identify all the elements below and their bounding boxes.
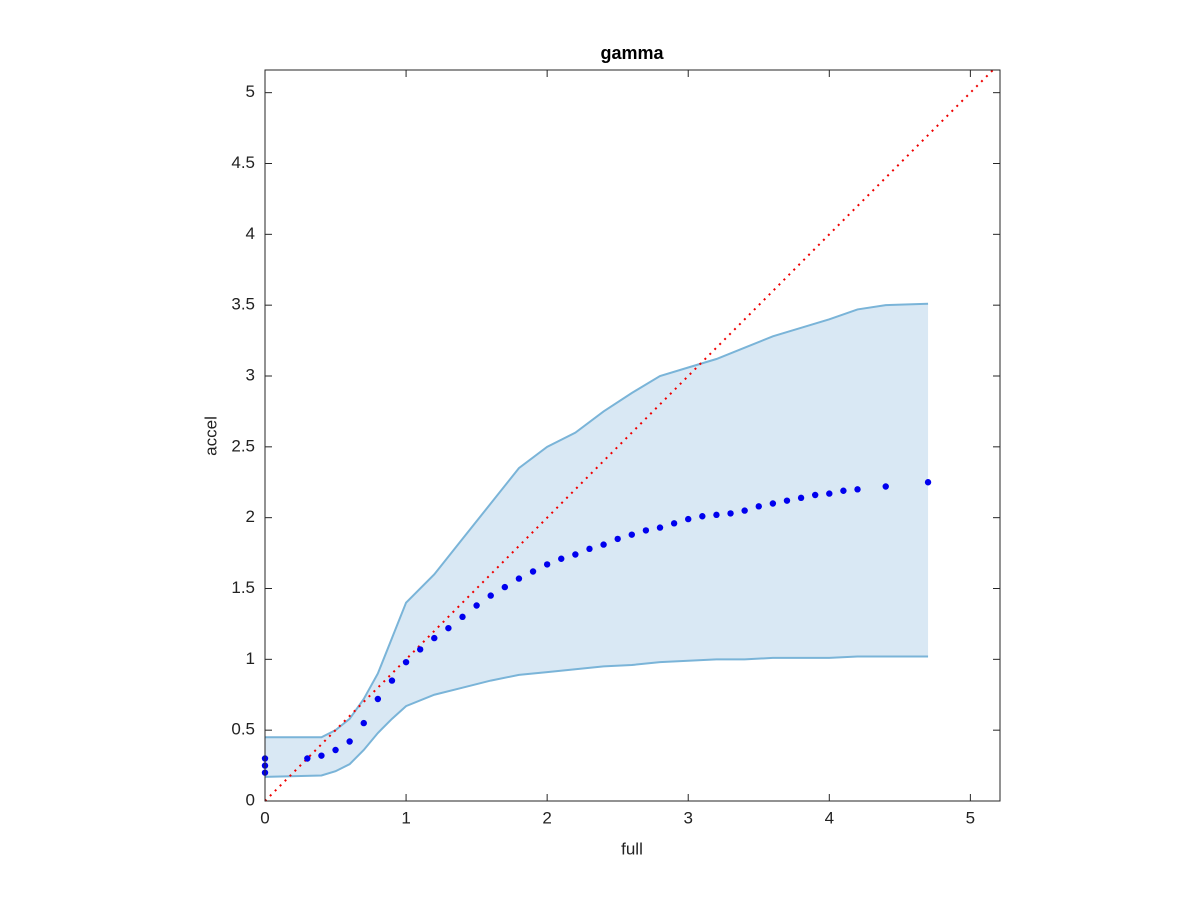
point: [783, 497, 791, 504]
axes-box: [264, 69, 1001, 802]
point: [572, 551, 579, 558]
y-tick-label: 5: [246, 82, 255, 101]
point: [459, 613, 466, 621]
point: [473, 602, 480, 609]
band-area: [265, 303, 929, 777]
point: [811, 491, 819, 499]
point: [924, 479, 932, 486]
point: [614, 535, 621, 543]
point: [543, 561, 551, 568]
band-lower: [264, 655, 929, 778]
point: [360, 719, 367, 727]
point: [727, 510, 734, 517]
point: [642, 527, 650, 534]
point: [416, 646, 424, 653]
point: [374, 695, 382, 703]
point: [388, 677, 396, 684]
point: [586, 545, 593, 553]
x-tick-label: 3: [683, 808, 692, 827]
band-upper: [265, 302, 929, 739]
point: [529, 568, 537, 575]
point: [826, 490, 833, 497]
y-tick-label: 3.5: [231, 295, 255, 314]
point: [769, 500, 777, 507]
point: [445, 624, 452, 632]
point: [741, 507, 748, 514]
point: [332, 746, 339, 754]
point: [318, 752, 325, 759]
x-tick-label: 4: [825, 808, 834, 827]
point: [431, 634, 438, 642]
point: [628, 531, 635, 538]
point: [882, 483, 889, 490]
x-tick-label: 0: [260, 808, 269, 827]
point: [670, 520, 678, 527]
x-axis-label: full: [621, 839, 643, 858]
point: [755, 503, 762, 510]
point: [656, 524, 664, 531]
point: [699, 513, 706, 520]
y-tick-label: 0.5: [231, 720, 255, 739]
point: [346, 738, 353, 745]
point: [685, 515, 692, 523]
y-tick-label: 4.5: [231, 153, 255, 172]
x-tick-label: 5: [966, 808, 975, 827]
point: [840, 487, 847, 494]
y-tick-label: 2.5: [231, 436, 255, 455]
x-tick-label: 1: [401, 808, 410, 827]
y-tick-label: 3: [246, 365, 255, 384]
point: [600, 541, 607, 548]
x-tick-label: 2: [542, 808, 551, 827]
point: [304, 755, 311, 762]
y-tick-label: 4: [246, 224, 255, 243]
point: [501, 583, 509, 591]
y-tick-label: 0: [246, 790, 255, 809]
y-tick-label: 2: [246, 507, 255, 526]
y-tick-label: 1.5: [231, 578, 255, 597]
plot-area: [261, 69, 994, 802]
chart-title: gamma: [600, 43, 664, 63]
point: [797, 494, 805, 502]
point: [854, 486, 861, 493]
point: [713, 511, 720, 519]
y-axis-label: accel: [201, 416, 220, 456]
y-tick-label: 1: [246, 649, 255, 668]
point: [515, 575, 523, 582]
point: [558, 555, 565, 562]
point: [402, 658, 410, 666]
point: [487, 592, 494, 599]
